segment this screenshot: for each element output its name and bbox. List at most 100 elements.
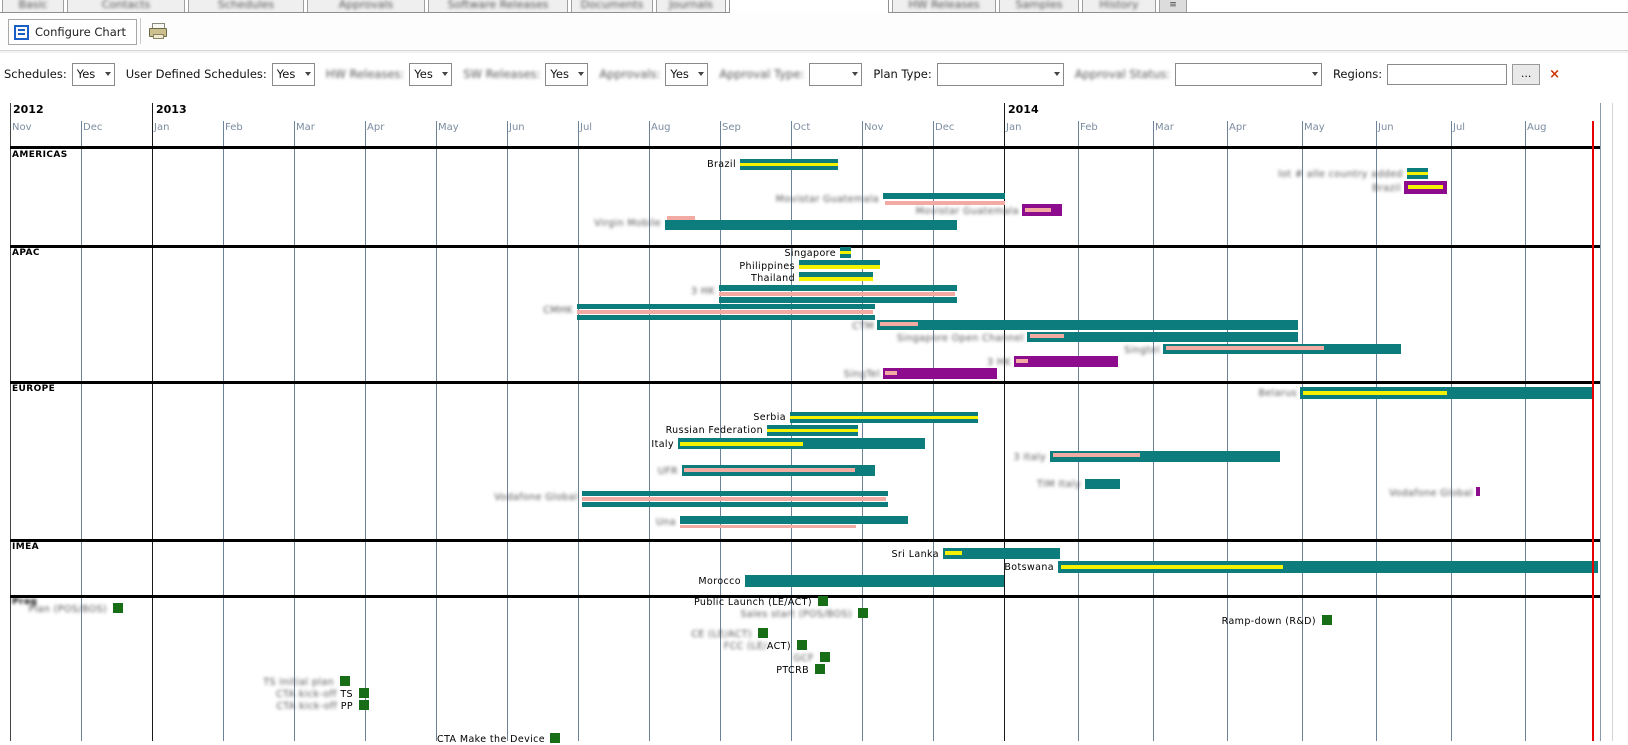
approval-type-select[interactable] — [809, 62, 863, 86]
bar-philippines[interactable] — [799, 260, 880, 265]
tab-schedules[interactable]: Schedules — [188, 0, 304, 12]
bar-cmhk[interactable] — [577, 310, 873, 314]
bar-brazil[interactable] — [740, 163, 838, 166]
bar-singapore[interactable] — [840, 247, 851, 251]
tab-contacts[interactable]: Contacts — [67, 0, 185, 12]
regions-browse-button[interactable]: ... — [1512, 63, 1541, 85]
regions-input[interactable] — [1387, 63, 1508, 85]
bar-ctm[interactable] — [877, 320, 1298, 330]
approval-status-select[interactable] — [1174, 62, 1322, 86]
bar-brazil[interactable] — [740, 166, 838, 170]
bar-ts-initial-plan[interactable] — [340, 676, 350, 686]
tab-approvals[interactable]: Approvals — [307, 0, 425, 12]
bar-ce[interactable] — [758, 628, 768, 638]
bar-italy[interactable] — [680, 442, 803, 446]
configure-chart-button[interactable]: Configure Chart — [8, 19, 137, 45]
bar-virgin-mobile[interactable] — [667, 216, 695, 220]
bar-cmhk[interactable] — [577, 304, 875, 309]
bar-brazil[interactable] — [740, 159, 838, 163]
bar-italy-3[interactable] — [1050, 451, 1280, 462]
bar-botswana[interactable] — [1061, 565, 1283, 569]
tab-hw-releases[interactable]: HW Releases — [892, 0, 996, 12]
bar-vodafone-global[interactable] — [582, 491, 888, 496]
bar-tim-italy[interactable] — [1085, 479, 1120, 489]
user-defined-schedules-select[interactable]: Yes — [271, 62, 315, 86]
bar-singtel-1[interactable] — [1166, 346, 1324, 350]
bar-brazil-2[interactable] — [1408, 185, 1443, 189]
bar-russian-federation[interactable] — [767, 425, 858, 429]
bar-sales-start[interactable] — [858, 608, 868, 618]
bar-public-launch[interactable] — [818, 596, 828, 606]
bar-vodafone-global-right[interactable] — [1476, 487, 1480, 496]
bar-botswana[interactable] — [1058, 561, 1598, 573]
bar-thailand[interactable] — [799, 277, 873, 281]
schedules-select[interactable]: Yes — [71, 62, 115, 86]
tab-journals[interactable]: Journals — [656, 0, 726, 12]
bar-country-added[interactable] — [1407, 172, 1428, 175]
bar-hk3-schedule[interactable] — [719, 285, 957, 291]
bar-sri-lanka[interactable] — [945, 551, 962, 555]
plan-type-select[interactable] — [936, 62, 1064, 86]
bar-singtel-2[interactable] — [885, 371, 897, 375]
tab-label: Contacts — [101, 0, 151, 11]
bar-singapore[interactable] — [840, 254, 851, 258]
bar-hk3-approval[interactable] — [1016, 359, 1028, 363]
bar-cta-kickoff-pp[interactable] — [359, 700, 369, 710]
bar-hk3-schedule[interactable] — [719, 292, 955, 296]
filter-plan-type: Plan Type: — [873, 62, 1064, 86]
bar-cta-kickoff-ts[interactable] — [359, 688, 369, 698]
bar-movistar-guatemala-1[interactable] — [885, 201, 1005, 205]
bar-una[interactable] — [680, 516, 908, 524]
bar-serbia[interactable] — [790, 419, 978, 423]
bar-fcc[interactable] — [797, 640, 807, 650]
print-icon[interactable] — [149, 23, 167, 39]
bar-singtel-2[interactable] — [883, 368, 997, 379]
tab-software-releases[interactable]: Software Releases — [428, 0, 568, 12]
bar-russian-federation[interactable] — [767, 429, 858, 432]
bar-ptcrb[interactable] — [815, 664, 825, 674]
bar-belarus[interactable] — [1303, 391, 1447, 395]
approvals-select[interactable]: Yes — [665, 62, 709, 86]
bar-cmhk[interactable] — [577, 315, 875, 320]
month-gridline — [862, 121, 863, 741]
bar-sri-lanka[interactable] — [943, 548, 1060, 559]
sw-releases-select[interactable]: Yes — [545, 62, 589, 86]
bar-thailand[interactable] — [799, 272, 873, 277]
tab-history[interactable]: History — [1082, 0, 1156, 12]
bar-country-added[interactable] — [1407, 175, 1428, 179]
dropdown-arrow-icon — [304, 72, 311, 76]
bar-italy-3[interactable] — [1053, 453, 1140, 457]
bar-una[interactable] — [680, 525, 856, 528]
tab-basic[interactable]: Basic — [2, 0, 64, 12]
bar-singapore-open-channel[interactable] — [1030, 334, 1064, 338]
bar-singapore-open-channel[interactable] — [1027, 332, 1298, 342]
bar-ramp-down[interactable] — [1322, 615, 1332, 625]
clear-filter-icon[interactable]: × — [1549, 66, 1561, 82]
bar-singapore[interactable] — [840, 251, 851, 254]
tab-documents[interactable]: Documents — [571, 0, 653, 12]
section-divider — [10, 595, 1600, 598]
filter-approval-type: Approval Type: — [719, 62, 863, 86]
bar-vodafone-global[interactable] — [582, 502, 888, 507]
bar-serbia[interactable] — [790, 412, 978, 416]
bar-serbia[interactable] — [790, 416, 978, 419]
bar-gcf[interactable] — [820, 652, 830, 662]
tab-grid-icon[interactable]: ≡ — [1159, 0, 1187, 12]
bar-ctm[interactable] — [880, 322, 918, 326]
bar-movistar-guatemala-1[interactable] — [883, 193, 1005, 199]
bar-cta-make-device[interactable] — [550, 733, 560, 743]
bar-hk3-approval[interactable] — [1014, 356, 1118, 367]
bar-russian-federation[interactable] — [767, 432, 858, 436]
tab-active[interactable] — [729, 0, 889, 13]
hw-releases-select[interactable]: Yes — [409, 62, 453, 86]
bar-country-added[interactable] — [1407, 168, 1428, 172]
bar-ufr[interactable] — [684, 468, 855, 472]
bar-hk3-schedule[interactable] — [719, 297, 957, 303]
bar-philippines[interactable] — [799, 265, 880, 269]
tab-samples[interactable]: Samples — [999, 0, 1079, 12]
bar-movistar-guatemala-2[interactable] — [1025, 208, 1051, 212]
bar-vodafone-global[interactable] — [582, 497, 886, 501]
bar-plan-pos-bos[interactable] — [113, 603, 123, 613]
bar-virgin-mobile[interactable] — [665, 220, 957, 230]
bar-morocco[interactable] — [745, 575, 1004, 587]
